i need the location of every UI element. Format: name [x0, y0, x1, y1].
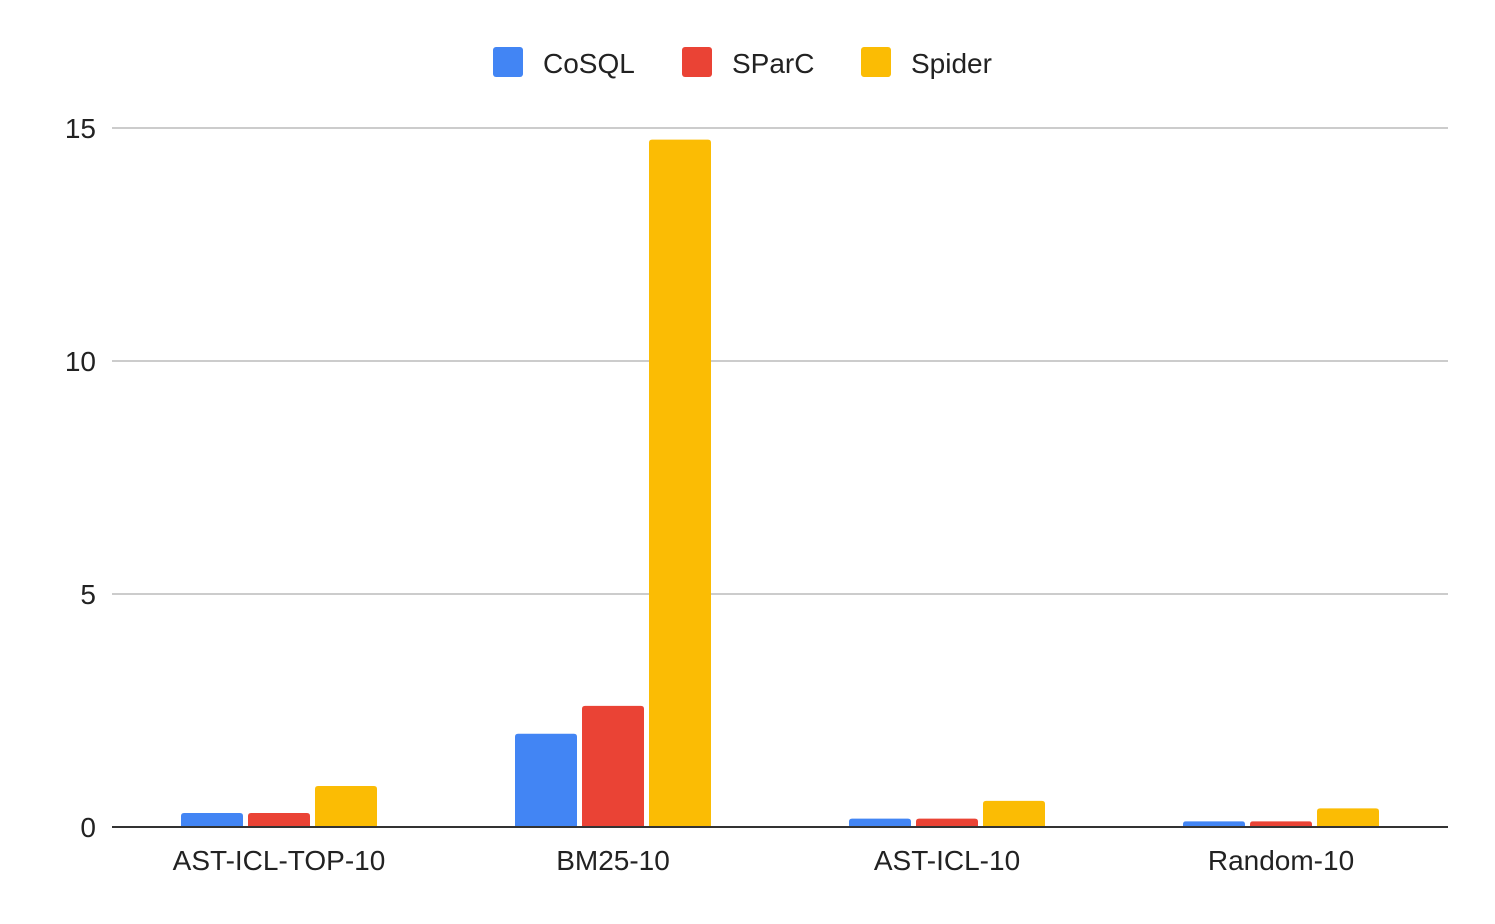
- bar-cosql-2: [515, 733, 577, 827]
- y-tick-label: 5: [80, 579, 96, 610]
- bar-spider-3: [983, 800, 1045, 827]
- bar-spider-1: [315, 785, 377, 827]
- bar-cosql-1: [181, 813, 243, 827]
- bar-sparc-2: [582, 705, 644, 827]
- y-tick-label: 10: [65, 346, 96, 377]
- x-tick-label: BM25-10: [556, 845, 670, 876]
- legend-label-spider: Spider: [911, 48, 992, 79]
- x-axis-labels: AST-ICL-TOP-10 BM25-10 AST-ICL-10 Random-10: [173, 845, 1354, 876]
- x-tick-label: AST-ICL-10: [874, 845, 1020, 876]
- bar-cosql-3: [849, 818, 911, 827]
- x-tick-label: Random-10: [1208, 845, 1354, 876]
- legend: CoSQL SParC Spider: [493, 47, 992, 79]
- bar-sparc-4: [1250, 821, 1312, 827]
- legend-label-cosql: CoSQL: [543, 48, 635, 79]
- bar-sparc-3: [916, 818, 978, 827]
- bar-spider-4: [1317, 808, 1379, 827]
- legend-swatch-sparc: [682, 47, 712, 77]
- bar-spider-2: [649, 139, 711, 827]
- gridlines: [112, 127, 1448, 595]
- legend-label-sparc: SParC: [732, 48, 814, 79]
- x-tick-label: AST-ICL-TOP-10: [173, 845, 386, 876]
- y-axis-ticks: 0 5 10 15: [65, 113, 96, 843]
- bar-sparc-1: [248, 813, 310, 827]
- y-tick-label: 15: [65, 113, 96, 144]
- y-tick-label: 0: [80, 812, 96, 843]
- bars: [181, 139, 1379, 827]
- bar-cosql-4: [1183, 821, 1245, 827]
- legend-swatch-spider: [861, 47, 891, 77]
- legend-swatch-cosql: [493, 47, 523, 77]
